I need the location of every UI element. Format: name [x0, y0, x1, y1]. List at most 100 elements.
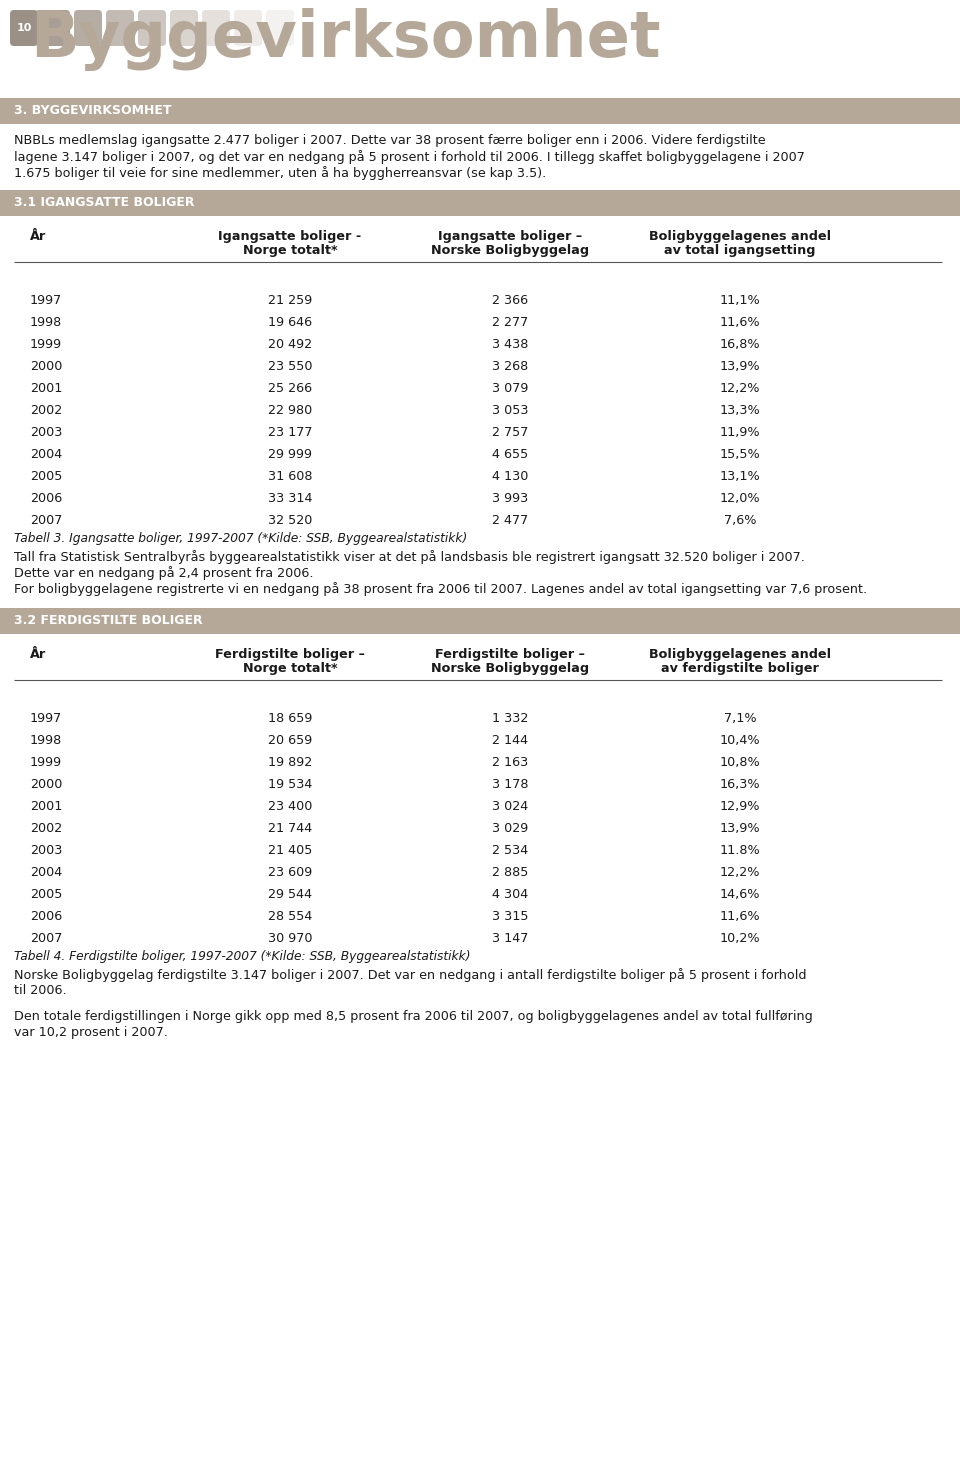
Text: 4 655: 4 655: [492, 449, 528, 460]
Text: 2003: 2003: [30, 427, 62, 438]
Text: 30 970: 30 970: [268, 932, 312, 946]
Text: 32 520: 32 520: [268, 515, 312, 526]
Text: 3 438: 3 438: [492, 339, 528, 350]
Text: 16,3%: 16,3%: [720, 778, 760, 792]
Text: 12,2%: 12,2%: [720, 383, 760, 394]
Text: 10,8%: 10,8%: [720, 756, 760, 770]
FancyBboxPatch shape: [202, 10, 230, 45]
Text: 2001: 2001: [30, 800, 62, 814]
Text: Norske Boligbyggelag: Norske Boligbyggelag: [431, 663, 589, 674]
Text: 28 554: 28 554: [268, 910, 312, 924]
Text: 3 024: 3 024: [492, 800, 528, 814]
Text: 12,0%: 12,0%: [720, 493, 760, 504]
FancyBboxPatch shape: [10, 10, 38, 45]
Text: 2003: 2003: [30, 844, 62, 858]
FancyBboxPatch shape: [106, 10, 134, 45]
Text: 21 405: 21 405: [268, 844, 312, 858]
Text: 1999: 1999: [30, 339, 62, 350]
Text: 10: 10: [16, 23, 32, 34]
Text: 2 534: 2 534: [492, 844, 528, 858]
Text: 12,2%: 12,2%: [720, 866, 760, 880]
Text: 3 029: 3 029: [492, 822, 528, 836]
Text: 18 659: 18 659: [268, 712, 312, 726]
Text: av ferdigstilte boliger: av ferdigstilte boliger: [661, 663, 819, 674]
Text: 2000: 2000: [30, 361, 62, 372]
Text: Norske Boligbyggelag ferdigstilte 3.147 boliger i 2007. Det var en nedgang i ant: Norske Boligbyggelag ferdigstilte 3.147 …: [14, 968, 806, 982]
Text: 23 177: 23 177: [268, 427, 312, 438]
Text: 23 550: 23 550: [268, 361, 312, 372]
Text: Tabell 3. Igangsatte boliger, 1997-2007 (*Kilde: SSB, Byggearealstatistikk): Tabell 3. Igangsatte boliger, 1997-2007 …: [14, 532, 468, 545]
Text: 19 892: 19 892: [268, 756, 312, 770]
Text: 2 885: 2 885: [492, 866, 528, 880]
Text: År: År: [30, 648, 46, 661]
Text: 21 259: 21 259: [268, 295, 312, 306]
Text: 13,9%: 13,9%: [720, 822, 760, 836]
Text: 1997: 1997: [30, 712, 62, 726]
Text: 1 332: 1 332: [492, 712, 528, 726]
FancyBboxPatch shape: [234, 10, 262, 45]
Text: 4 304: 4 304: [492, 888, 528, 902]
Text: 2 366: 2 366: [492, 295, 528, 306]
Text: 2005: 2005: [30, 471, 62, 482]
FancyBboxPatch shape: [74, 10, 102, 45]
Text: 14,6%: 14,6%: [720, 888, 760, 902]
FancyBboxPatch shape: [42, 10, 70, 45]
Text: Norge totalt*: Norge totalt*: [243, 243, 337, 257]
Text: NBBLs medlemslag igangsatte 2.477 boliger i 2007. Dette var 38 prosent færre bol: NBBLs medlemslag igangsatte 2.477 bolige…: [14, 133, 766, 147]
FancyBboxPatch shape: [138, 10, 166, 45]
Text: til 2006.: til 2006.: [14, 984, 66, 997]
Text: 25 266: 25 266: [268, 383, 312, 394]
Bar: [0, 608, 960, 633]
Text: Boligbyggelagenes andel: Boligbyggelagenes andel: [649, 230, 831, 243]
Text: 2 477: 2 477: [492, 515, 528, 526]
Text: 33 314: 33 314: [268, 493, 312, 504]
Text: 10,2%: 10,2%: [720, 932, 760, 946]
Text: 3.2 FERDIGSTILTE BOLIGER: 3.2 FERDIGSTILTE BOLIGER: [14, 614, 203, 627]
Text: 1999: 1999: [30, 756, 62, 770]
Text: 2004: 2004: [30, 866, 62, 880]
Text: 11,1%: 11,1%: [720, 295, 760, 306]
Text: 4 130: 4 130: [492, 471, 528, 482]
Text: Ferdigstilte boliger –: Ferdigstilte boliger –: [215, 648, 365, 661]
Text: 2 277: 2 277: [492, 317, 528, 328]
Text: 2007: 2007: [30, 932, 62, 946]
Text: 2002: 2002: [30, 405, 62, 416]
Text: Norske Boligbyggelag: Norske Boligbyggelag: [431, 243, 589, 257]
Text: 3. BYGGEVIRKSOMHET: 3. BYGGEVIRKSOMHET: [14, 104, 172, 117]
Text: 20 492: 20 492: [268, 339, 312, 350]
Text: 23 609: 23 609: [268, 866, 312, 880]
Text: 2001: 2001: [30, 383, 62, 394]
Text: 31 608: 31 608: [268, 471, 312, 482]
Text: Igangsatte boliger -: Igangsatte boliger -: [218, 230, 362, 243]
Text: 7,1%: 7,1%: [724, 712, 756, 726]
Text: 29 544: 29 544: [268, 888, 312, 902]
Text: 2004: 2004: [30, 449, 62, 460]
Text: 3 079: 3 079: [492, 383, 528, 394]
Text: 1998: 1998: [30, 317, 62, 328]
Text: 23 400: 23 400: [268, 800, 312, 814]
Text: 13,9%: 13,9%: [720, 361, 760, 372]
Text: Den totale ferdigstillingen i Norge gikk opp med 8,5 prosent fra 2006 til 2007, : Den totale ferdigstillingen i Norge gikk…: [14, 1010, 813, 1023]
FancyBboxPatch shape: [266, 10, 294, 45]
Text: 2 757: 2 757: [492, 427, 528, 438]
Text: 20 659: 20 659: [268, 734, 312, 748]
Text: 3 315: 3 315: [492, 910, 528, 924]
Text: 1997: 1997: [30, 295, 62, 306]
Text: av total igangsetting: av total igangsetting: [664, 243, 816, 257]
Text: Igangsatte boliger –: Igangsatte boliger –: [438, 230, 582, 243]
Text: 11,9%: 11,9%: [720, 427, 760, 438]
Text: 19 534: 19 534: [268, 778, 312, 792]
Text: 3 268: 3 268: [492, 361, 528, 372]
Text: 2002: 2002: [30, 822, 62, 836]
Text: 12,9%: 12,9%: [720, 800, 760, 814]
Text: 2 163: 2 163: [492, 756, 528, 770]
Text: Byggevirksomhet: Byggevirksomhet: [30, 7, 660, 70]
Text: 3.1 IGANGSATTE BOLIGER: 3.1 IGANGSATTE BOLIGER: [14, 196, 195, 210]
Text: 19 646: 19 646: [268, 317, 312, 328]
Text: 2007: 2007: [30, 515, 62, 526]
Text: 13,1%: 13,1%: [720, 471, 760, 482]
Text: 2006: 2006: [30, 910, 62, 924]
Text: var 10,2 prosent i 2007.: var 10,2 prosent i 2007.: [14, 1026, 168, 1039]
Text: 11,6%: 11,6%: [720, 317, 760, 328]
Text: 2005: 2005: [30, 888, 62, 902]
